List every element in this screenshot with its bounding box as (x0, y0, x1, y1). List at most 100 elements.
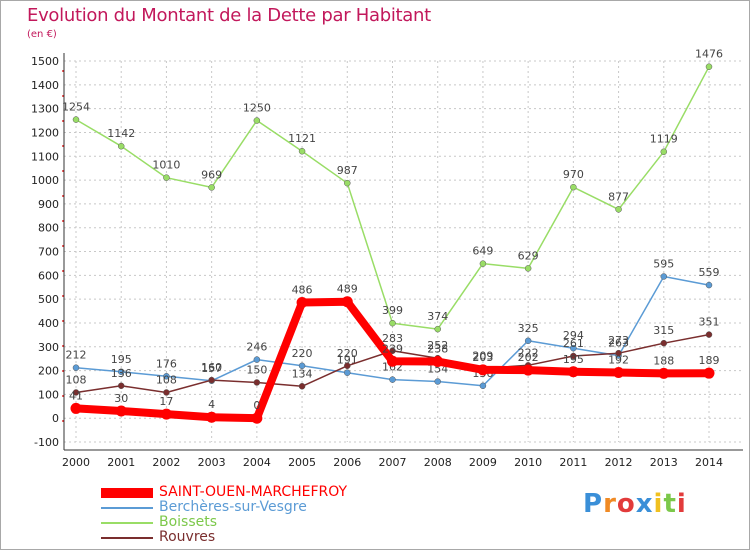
data-point (570, 352, 577, 360)
data-point (389, 319, 396, 327)
y-tick-label: 400 (38, 317, 59, 330)
data-label: 220 (292, 347, 313, 360)
data-point (660, 339, 668, 347)
logo-letter: P (583, 489, 604, 519)
legend-swatch (101, 536, 153, 539)
axis-dot (62, 370, 64, 372)
axis-dot (62, 120, 64, 122)
data-point (70, 402, 82, 414)
proxiti-logo: Proxiti (583, 489, 687, 519)
data-label: 108 (156, 373, 177, 386)
x-tick-label: 2002 (152, 456, 180, 469)
data-label: 203 (472, 351, 493, 364)
data-point (117, 368, 125, 376)
data-point (117, 142, 125, 150)
data-label: 30 (114, 392, 128, 405)
legend-label: SAINT-OUEN-MARCHEFROY (159, 484, 348, 500)
data-label: 17 (159, 395, 173, 408)
x-tick-label: 2001 (107, 456, 135, 469)
data-label: 188 (653, 354, 674, 367)
data-point (434, 325, 441, 333)
data-label: 399 (382, 304, 403, 317)
data-label: 1476 (695, 48, 723, 61)
y-tick-label: 1200 (31, 126, 59, 139)
axis-dot (62, 95, 64, 97)
x-tick-label: 2003 (198, 456, 226, 469)
logo-letter: o (616, 489, 636, 519)
data-point (72, 116, 80, 123)
data-point (389, 376, 396, 383)
data-label: 315 (653, 324, 674, 337)
data-label: 489 (337, 283, 358, 296)
data-point (163, 174, 170, 181)
x-tick-label: 2013 (650, 456, 678, 469)
data-point (705, 281, 713, 289)
data-point (613, 366, 625, 378)
data-point (387, 355, 398, 367)
data-point (524, 265, 532, 272)
axis-dot (62, 420, 64, 422)
x-tick-label: 2009 (469, 456, 497, 469)
logo-letter: r (603, 489, 617, 519)
chart-title: Evolution du Montant de la Dette par Hab… (27, 5, 431, 26)
axis-dot (62, 220, 64, 222)
data-label: 261 (563, 337, 584, 350)
data-point (117, 382, 125, 390)
legend-item: Berchères-sur-Vesgre (101, 500, 347, 515)
data-point (705, 331, 713, 338)
axis-dot (62, 195, 64, 197)
x-tick-label: 2000 (62, 456, 90, 469)
data-point (344, 362, 351, 370)
data-point (660, 273, 668, 280)
data-point (163, 389, 170, 396)
data-label: 351 (699, 316, 720, 329)
data-label: 134 (292, 367, 313, 380)
data-label: 41 (69, 389, 83, 402)
y-tick-label: 700 (38, 246, 59, 259)
data-label: 629 (518, 249, 539, 262)
data-point (72, 389, 80, 396)
y-tick-label: 1100 (31, 150, 59, 163)
y-tick-label: 900 (38, 198, 59, 211)
x-tick-label: 2005 (288, 456, 316, 469)
y-tick-label: 1400 (31, 79, 59, 92)
data-label: 969 (201, 168, 222, 181)
axis-dot (62, 320, 64, 322)
y-tick-label: 300 (38, 341, 59, 354)
x-tick-label: 2011 (559, 456, 587, 469)
data-label: 246 (246, 341, 267, 354)
data-point (253, 117, 261, 124)
data-point (208, 376, 215, 384)
data-label: 108 (66, 373, 87, 386)
data-point (206, 411, 218, 423)
y-tick-label: 1000 (31, 174, 59, 187)
data-label: 176 (156, 357, 177, 370)
data-label: 374 (427, 310, 448, 323)
data-label: 189 (699, 354, 720, 367)
data-label: 222 (518, 346, 539, 359)
x-tick-label: 2007 (379, 456, 407, 469)
data-point (524, 337, 532, 345)
data-label: 283 (382, 332, 403, 345)
data-point (296, 296, 308, 308)
legend-swatch (101, 506, 153, 509)
axis-dot (62, 270, 64, 272)
data-point (479, 260, 487, 267)
logo-letter: i (676, 489, 687, 519)
data-label: 0 (253, 399, 260, 412)
data-label: 1119 (650, 133, 678, 146)
axis-dot (62, 70, 64, 72)
data-label: 1121 (288, 132, 316, 145)
y-tick-label: 1300 (31, 103, 59, 116)
data-point (432, 356, 444, 368)
data-label: 238 (427, 343, 448, 356)
legend-item: Boissets (101, 515, 347, 530)
data-point (567, 366, 579, 378)
data-point (298, 383, 306, 390)
data-label: 195 (563, 353, 584, 366)
data-label: 273 (608, 334, 629, 347)
data-point (660, 148, 668, 155)
data-label: 209 (472, 349, 493, 362)
y-tick-label: -100 (34, 436, 59, 449)
x-tick-label: 2006 (333, 456, 361, 469)
